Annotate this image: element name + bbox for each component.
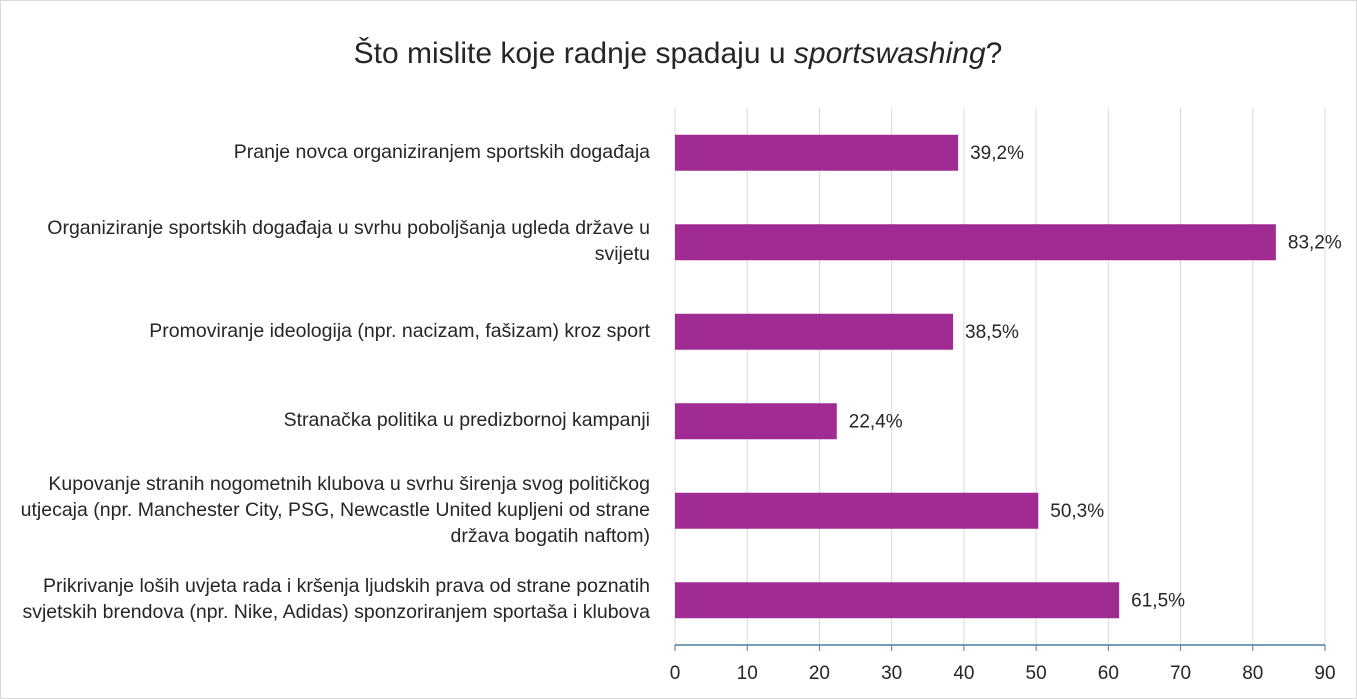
- y-tick-label: Stranačka politika u predizbornoj kampan…: [283, 409, 650, 432]
- value-label: 61,5%: [1131, 590, 1185, 611]
- bar: [675, 403, 837, 440]
- x-tick-label: 70: [1170, 663, 1191, 684]
- bar: [675, 313, 954, 350]
- value-label: 38,5%: [965, 322, 1019, 343]
- x-tick-label: 40: [953, 663, 974, 684]
- x-tick-label: 0: [670, 663, 681, 684]
- y-tick-label: Prikrivanje loših uvjeta rada i kršenja …: [22, 575, 650, 624]
- value-label: 39,2%: [970, 143, 1024, 164]
- x-tick-label: 80: [1242, 663, 1263, 684]
- x-tick-label: 20: [809, 663, 830, 684]
- title-part: sportswashing: [794, 37, 986, 70]
- title-part: ?: [986, 37, 1003, 70]
- bar: [675, 582, 1120, 619]
- bar: [675, 224, 1276, 261]
- y-tick-label: Organiziranje sportskih događaja u svrhu…: [47, 217, 650, 266]
- x-tick-label: 60: [1098, 663, 1119, 684]
- value-label: 50,3%: [1050, 501, 1104, 522]
- title-part: Što mislite koje radnje spadaju u: [354, 36, 794, 70]
- x-tick-label: 10: [737, 663, 758, 684]
- value-label: 22,4%: [849, 411, 903, 432]
- x-tick-label: 90: [1314, 663, 1335, 684]
- value-label: 83,2%: [1288, 232, 1342, 253]
- x-tick-label: 50: [1026, 663, 1047, 684]
- y-tick-label: Kupovanje stranih nogometnih klubova u s…: [20, 472, 650, 547]
- y-tick-label: Pranje novca organiziranjem sportskih do…: [233, 140, 650, 163]
- chart-title: Što mislite koje radnje spadaju u sports…: [354, 36, 1003, 70]
- x-tick-label: 30: [881, 663, 902, 684]
- y-tick-label: Promoviranje ideologija (npr. nacizam, f…: [149, 319, 650, 342]
- bar: [675, 492, 1039, 529]
- bar: [675, 134, 959, 171]
